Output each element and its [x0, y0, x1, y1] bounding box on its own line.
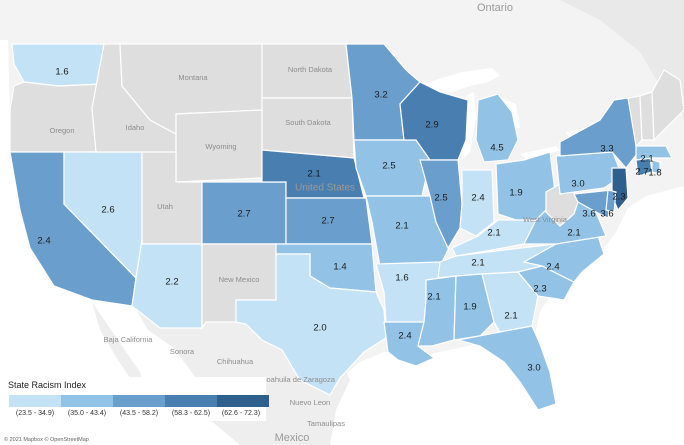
legend-swatch-3: [113, 395, 165, 407]
name-label-wyoming: Wyoming: [205, 142, 236, 151]
value-label-colorado: 2.7: [237, 209, 250, 220]
value-label-alabama: 1.9: [463, 302, 476, 313]
value-label-connecticut: 2.7: [635, 167, 648, 178]
name-label-oregon: Oregon: [49, 126, 74, 135]
tamaulipas-label: Tamaulipas: [307, 419, 345, 428]
legend-label-3: (43.5 - 58.2): [119, 410, 159, 417]
legend-title: State Racism Index: [8, 380, 87, 390]
value-label-nevada: 2.6: [101, 205, 114, 216]
state-south-carolina[interactable]: [516, 265, 575, 301]
value-label-nebraska: 2.1: [307, 169, 320, 180]
value-label-rhode-island: 1.8: [648, 168, 661, 179]
legend-label-5: (62.6 - 72.3): [221, 410, 261, 417]
canada-east: [520, 0, 684, 118]
value-label-minnesota: 3.2: [374, 90, 387, 101]
name-label-utah: Utah: [157, 202, 173, 211]
value-label-new-york: 3.3: [600, 144, 613, 155]
baja-california-label: Baja California: [104, 335, 154, 344]
lake-superior: [416, 68, 500, 96]
name-label-south-dakota: South Dakota: [285, 118, 331, 127]
coahuila-label: Coahuila de Zaragoza: [261, 375, 336, 384]
nuevo-leon-label: Nuevo Leon: [290, 398, 330, 407]
value-label-kansas: 2.7: [321, 216, 334, 227]
legend-swatch-1: [9, 395, 61, 407]
legend-swatch-4: [165, 395, 217, 407]
legend-swatch-5: [217, 395, 269, 407]
value-label-michigan: 4.5: [490, 143, 503, 154]
chihuahua-label: Chihuahua: [217, 357, 254, 366]
name-label-idaho: Idaho: [126, 123, 145, 132]
value-label-indiana: 2.4: [471, 193, 484, 204]
states-layer[interactable]: [9, 43, 684, 411]
value-label-maryland: 3.6: [582, 209, 595, 220]
value-label-south-carolina: 2.3: [533, 284, 546, 295]
state-michigan[interactable]: [475, 93, 519, 163]
country-label-united-states: United States: [295, 183, 355, 194]
name-label-montana: Montana: [178, 73, 208, 82]
value-label-georgia: 2.1: [504, 311, 517, 322]
value-label-arizona: 2.2: [165, 277, 178, 288]
sonora-label: Sonora: [170, 347, 195, 356]
value-label-virginia: 2.1: [567, 228, 580, 239]
state-oregon[interactable]: [9, 81, 105, 153]
state-indiana[interactable]: [459, 169, 495, 237]
value-label-oklahoma: 1.4: [333, 262, 346, 273]
state-south-dakota[interactable]: [261, 97, 355, 159]
legend-label-2: (35.0 - 43.4): [67, 410, 107, 417]
value-label-missouri: 2.1: [395, 221, 408, 232]
state-maine[interactable]: [651, 69, 684, 142]
value-label-california: 2.4: [37, 236, 50, 247]
state-wisconsin[interactable]: [399, 81, 469, 161]
mexico-label: Mexico: [275, 432, 310, 444]
name-label-north-dakota: North Dakota: [288, 65, 333, 74]
state-labels-layer: 1.6 Oregon 2.4 2.6 Idaho Montana Wyoming Utah 2.…: [37, 65, 661, 374]
value-label-tennessee: 2.1: [471, 258, 484, 269]
name-label-west-virginia: West Virginia: [523, 215, 568, 224]
value-label-washington: 1.6: [55, 67, 68, 78]
value-label-texas: 2.0: [313, 323, 326, 334]
value-label-north-carolina: 2.4: [546, 262, 559, 273]
value-label-arkansas: 1.6: [395, 273, 408, 284]
value-label-illinois: 2.5: [434, 193, 447, 204]
value-label-iowa: 2.5: [382, 161, 395, 172]
value-label-ohio: 1.9: [509, 188, 522, 199]
value-label-pennsylvania: 3.0: [571, 179, 584, 190]
ontario-label: Ontario: [477, 2, 513, 14]
value-label-delaware: 3.6: [600, 209, 613, 220]
baja-peninsula: [92, 302, 150, 400]
state-rhode-island[interactable]: [651, 159, 661, 175]
state-illinois[interactable]: [419, 159, 463, 250]
legend-swatch-2: [61, 395, 113, 407]
pacific-ocean: [0, 40, 240, 445]
legend-label-1: (23.5 - 34.9): [15, 410, 55, 417]
value-label-wisconsin: 2.9: [425, 120, 438, 131]
state-maryland[interactable]: [573, 189, 613, 219]
value-label-kentucky: 2.1: [487, 228, 500, 239]
state-delaware[interactable]: [605, 189, 617, 213]
value-label-mississippi: 2.1: [427, 292, 440, 303]
map-attribution[interactable]: © 2021 Mapbox © OpenStreetMap: [4, 437, 89, 443]
state-massachusetts[interactable]: [635, 145, 673, 161]
gulf-atlantic: [300, 186, 684, 445]
legend: State Racism Index (23.5 - 34.9) (35.0 -…: [4, 377, 269, 421]
value-label-massachusetts: 2.1: [640, 154, 653, 165]
state-florida[interactable]: [457, 325, 557, 411]
state-texas[interactable]: [235, 253, 387, 396]
value-label-new-jersey: 2.3: [612, 192, 625, 203]
state-washington[interactable]: [11, 43, 105, 87]
state-alabama[interactable]: [453, 273, 495, 341]
legend-label-4: (58.3 - 62.5): [171, 410, 211, 417]
name-label-new-mexico: New Mexico: [219, 275, 260, 284]
value-label-florida: 3.0: [527, 363, 540, 374]
value-label-louisiana: 2.4: [398, 331, 411, 342]
